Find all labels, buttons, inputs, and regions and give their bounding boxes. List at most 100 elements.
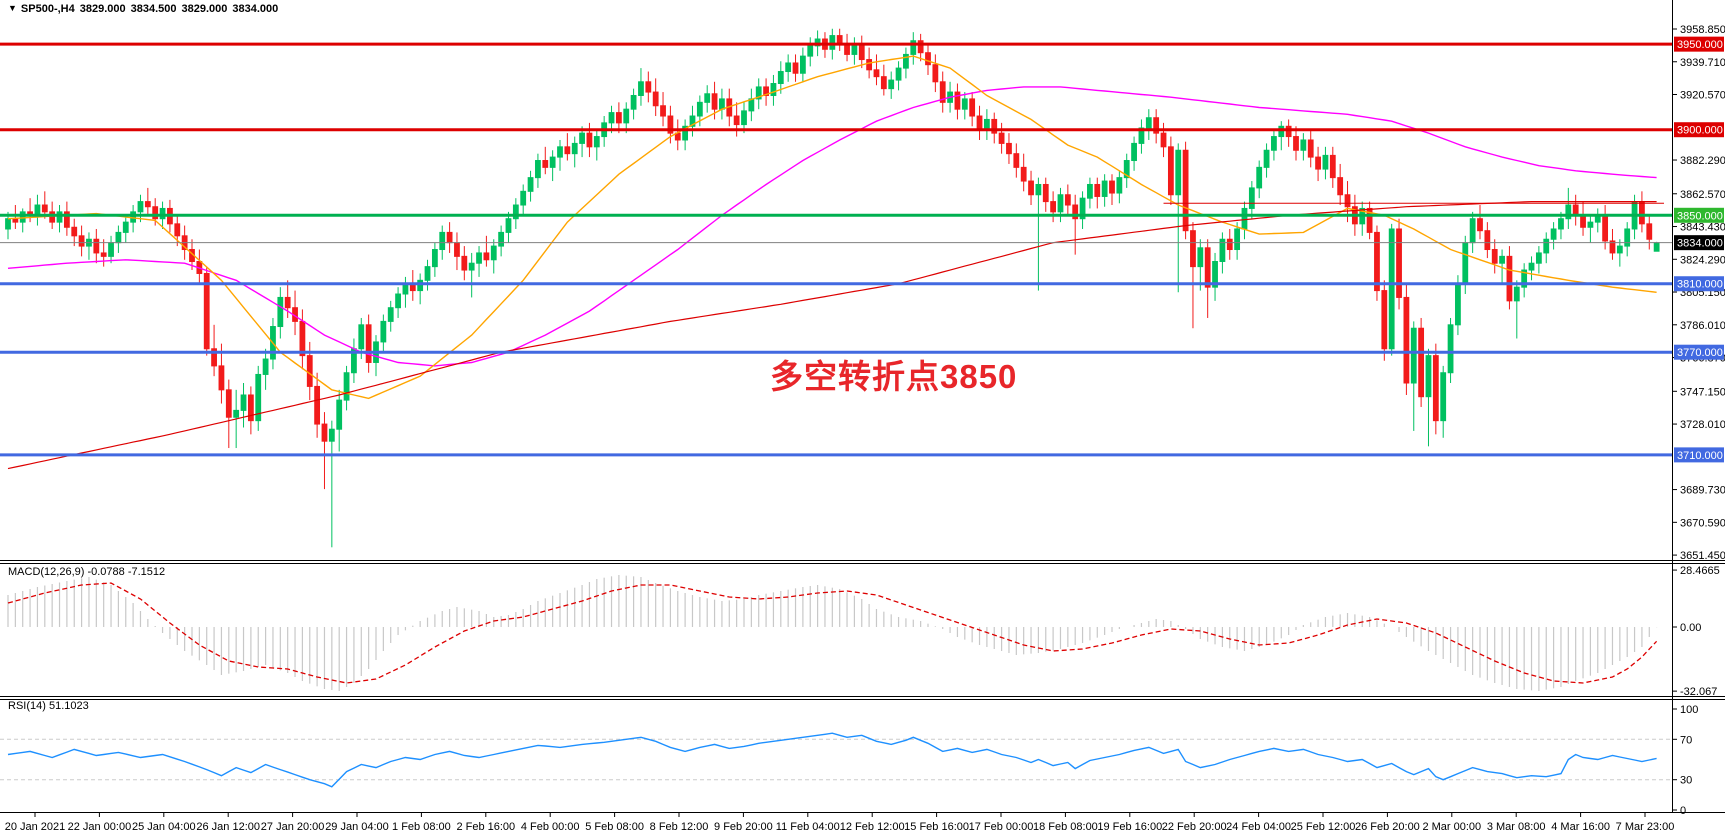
candle [1241, 207, 1248, 230]
candle [1543, 238, 1550, 254]
candle [858, 43, 865, 61]
candle [660, 105, 666, 117]
candle [1535, 252, 1542, 264]
candle [623, 108, 630, 124]
candle [19, 211, 26, 223]
candle [1462, 242, 1469, 285]
candle [549, 156, 556, 168]
chart-header: ▼ SP500-,H4 3829.000 3834.500 3829.000 3834.0… [8, 3, 283, 15]
candle [1484, 230, 1491, 251]
candle [1469, 218, 1476, 244]
candle [1491, 249, 1498, 264]
candle [336, 399, 343, 430]
candle [137, 201, 144, 213]
time-tick-label: 3 Mar 08:00 [1487, 821, 1546, 833]
candle [431, 249, 438, 268]
candle [1403, 296, 1410, 384]
candle [564, 146, 571, 155]
candle [1271, 136, 1277, 151]
candle [1587, 221, 1594, 228]
candle [203, 272, 210, 350]
candle [1565, 204, 1572, 220]
candle [483, 252, 490, 261]
candle [1322, 154, 1329, 170]
time-tick-label: 22 Feb 20:00 [1162, 821, 1227, 833]
candle [358, 324, 365, 350]
candle [645, 81, 652, 93]
symbol-period: SP500-,H4 [20, 3, 75, 15]
candle [925, 52, 931, 66]
candle [115, 231, 122, 244]
candle [49, 211, 56, 223]
candle [763, 86, 769, 96]
price-badge [1674, 276, 1724, 292]
horizontal-levels-layer[interactable] [0, 42, 1672, 457]
price-badge [1674, 122, 1724, 138]
candle [1175, 149, 1182, 196]
price-badge [1674, 235, 1724, 251]
candle [1064, 194, 1071, 206]
candle [1256, 166, 1263, 189]
candle [262, 358, 269, 375]
price-tick-label: 3689.730 [1680, 485, 1725, 497]
time-axis[interactable]: 20 Jan 2021 22 Jan 00:00 25 Jan 04:00 26 Ja… [5, 813, 1675, 833]
ohlc-close: 3834.000 [232, 3, 279, 15]
ma-red-line [7, 201, 1657, 470]
price-axis[interactable]: 3958.850 3939.710 3920.570 3882.290 3862.570… [1672, 24, 1725, 817]
time-tick-label: 2 Mar 00:00 [1422, 821, 1481, 833]
price-tick-label: 3958.850 [1680, 24, 1725, 36]
candle [1109, 180, 1115, 194]
candle [1374, 231, 1380, 292]
ohlc-low: 3829.000 [181, 3, 228, 15]
time-tick-label: 9 Feb 20:00 [714, 821, 773, 833]
candle [78, 235, 85, 247]
candle [741, 110, 747, 126]
candle [174, 223, 181, 237]
candle [5, 218, 11, 230]
candle [829, 35, 836, 50]
candle [682, 125, 689, 141]
collapse-triangle-icon[interactable]: ▼ [8, 3, 17, 13]
candle [277, 296, 284, 328]
candle [1013, 153, 1020, 168]
candle [1344, 194, 1351, 208]
price-badge-label: 3950.000 [1677, 39, 1723, 51]
time-tick-label: 20 Jan 2021 [5, 821, 66, 833]
candle [1550, 228, 1557, 240]
candle [792, 62, 799, 74]
candle [1528, 262, 1535, 271]
price-tick-label: 3843.430 [1680, 222, 1725, 234]
candle [1278, 125, 1285, 138]
candle [608, 112, 615, 124]
ohlc-open: 3829.000 [79, 3, 126, 15]
candle [1410, 327, 1417, 384]
time-tick-label: 27 Jan 20:00 [261, 821, 325, 833]
time-tick-label: 11 Feb 04:00 [776, 821, 840, 833]
candle [954, 91, 961, 110]
price-tick-label: 3747.150 [1680, 386, 1725, 398]
candle [593, 136, 600, 148]
candle [991, 118, 998, 134]
candle [814, 38, 821, 47]
candle [1381, 290, 1388, 350]
candle [402, 283, 409, 295]
candle [1087, 183, 1093, 199]
chart-text-annotation[interactable]: 多空转折点3850 [770, 358, 1018, 395]
time-tick-label: 4 Feb 00:00 [521, 821, 580, 833]
time-tick-label: 24 Feb 04:00 [1226, 821, 1291, 833]
candle [255, 373, 262, 422]
candle [939, 81, 946, 103]
candle [122, 221, 129, 233]
time-tick-label: 19 Feb 16:00 [1097, 821, 1162, 833]
candle [1366, 207, 1373, 233]
candle [1094, 183, 1101, 197]
rsi-indicator-label: RSI(14) 51.1023 [8, 700, 89, 712]
candle [1219, 238, 1226, 262]
candle [1447, 324, 1454, 374]
candle [983, 118, 990, 131]
candle [1167, 146, 1174, 196]
candle [1072, 204, 1079, 220]
price-badge [1674, 447, 1724, 463]
